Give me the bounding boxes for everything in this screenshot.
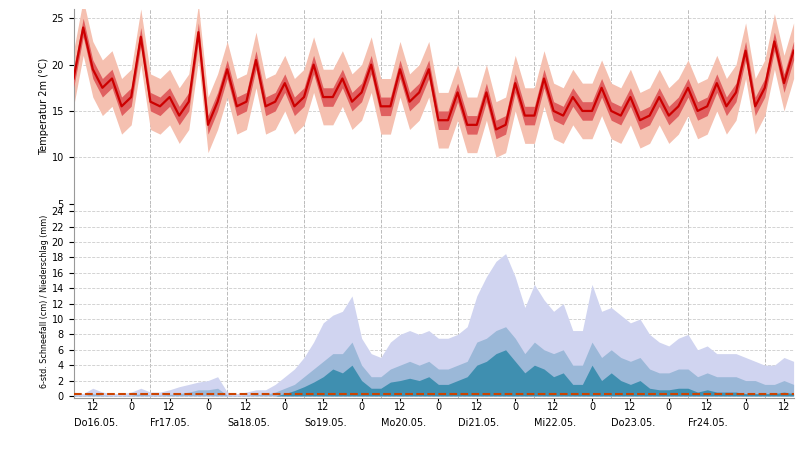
Text: Mo20.05.: Mo20.05. (381, 418, 426, 428)
Text: Do23.05.: Do23.05. (611, 418, 655, 428)
Text: Fr17.05.: Fr17.05. (150, 418, 190, 428)
Text: So19.05.: So19.05. (304, 418, 346, 428)
Text: Mi22.05.: Mi22.05. (534, 418, 577, 428)
Y-axis label: 6-std. Schneefall (cm) / Niederschlag (mm): 6-std. Schneefall (cm) / Niederschlag (m… (39, 214, 49, 387)
Text: Fr24.05.: Fr24.05. (688, 418, 728, 428)
Text: Do16.05.: Do16.05. (74, 418, 118, 428)
Text: Di21.05.: Di21.05. (458, 418, 498, 428)
Text: Sa18.05.: Sa18.05. (227, 418, 270, 428)
Y-axis label: Temperatur 2m (°C): Temperatur 2m (°C) (38, 58, 49, 155)
